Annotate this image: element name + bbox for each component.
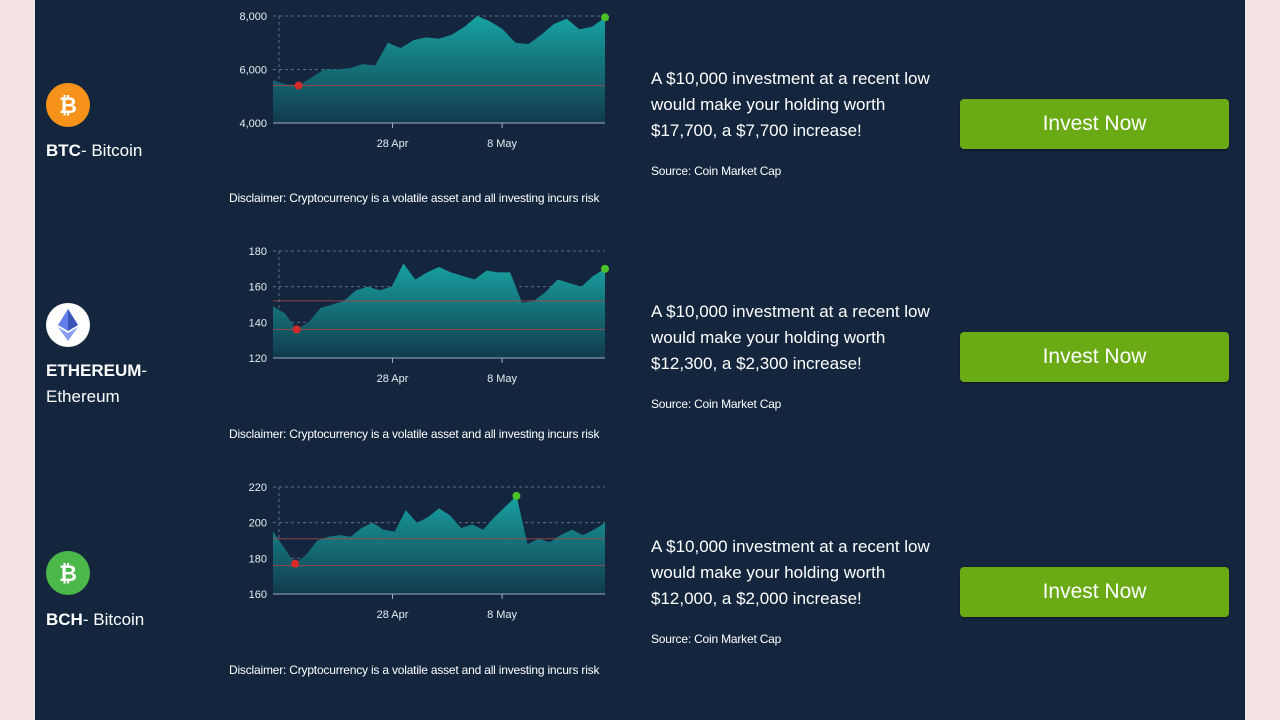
low-point-marker — [291, 559, 300, 568]
source-label: Source: Coin Market Cap — [651, 632, 782, 646]
high-point-marker — [601, 264, 609, 273]
y-tick-label: 180 — [249, 553, 267, 565]
disclaimer-text: Disclaimer: Cryptocurrency is a volatile… — [229, 663, 600, 677]
bitcoin-cash-logo-icon: ₿ — [46, 551, 90, 595]
price-chart-ethereum: 120 140 160 180 28 Apr 8 May — [249, 246, 609, 385]
invest-now-button[interactable]: Invest Now — [960, 332, 1229, 382]
svg-text:₿: ₿ — [59, 561, 77, 586]
high-point-marker — [512, 491, 521, 500]
coin-name: BTC- Bitcoin — [46, 138, 206, 164]
x-tick-label: 28 Apr — [377, 373, 409, 385]
disclaimer-text: Disclaimer: Cryptocurrency is a volatile… — [229, 191, 600, 205]
price-chart-btc: 4,000 6,000 8,000 28 Apr 8 May — [239, 11, 609, 150]
high-point-marker — [601, 13, 609, 22]
disclaimer-text: Disclaimer: Cryptocurrency is a volatile… — [229, 427, 600, 441]
investment-summary: A $10,000 investment at a recent low wou… — [651, 537, 930, 608]
price-area — [273, 495, 605, 594]
coin-symbol: BCH — [46, 610, 83, 629]
crypto-investment-panel: ₿ BTC- Bitcoin 4,000 6,000 8,000 28 Apr 8 Ma… — [35, 0, 1245, 720]
coin-full-name: - Bitcoin — [80, 141, 143, 160]
y-tick-label: 140 — [249, 317, 267, 329]
invest-now-button[interactable]: Invest Now — [960, 99, 1229, 149]
coin-symbol: ETHEREUM — [46, 361, 142, 380]
coin-name: BCH- Bitcoin — [46, 607, 206, 633]
low-point-marker — [294, 81, 303, 90]
price-area — [273, 263, 605, 358]
coin-symbol: BTC — [46, 141, 81, 160]
x-tick-label: 8 May — [487, 373, 517, 385]
coin-full-name: - Bitcoin — [82, 610, 145, 629]
x-tick-label: 28 Apr — [377, 609, 409, 621]
x-tick-label: 8 May — [487, 609, 517, 621]
x-tick-label: 8 May — [487, 138, 517, 150]
coin-name: ETHEREUM- Ethereum — [46, 358, 206, 410]
y-tick-label: 180 — [249, 246, 267, 258]
y-tick-label: 120 — [249, 353, 267, 365]
coin-full-name: - Ethereum — [46, 361, 148, 406]
svg-text:₿: ₿ — [59, 93, 77, 118]
y-tick-label: 4,000 — [239, 118, 267, 130]
y-tick-label: 200 — [249, 518, 267, 530]
investment-summary: A $10,000 investment at a recent low wou… — [651, 69, 930, 140]
y-tick-label: 160 — [249, 589, 267, 601]
investment-summary: A $10,000 investment at a recent low wou… — [651, 302, 930, 373]
ethereum-logo-icon — [46, 303, 90, 347]
x-tick-label: 28 Apr — [377, 138, 409, 150]
source-label: Source: Coin Market Cap — [651, 164, 782, 178]
invest-now-button[interactable]: Invest Now — [960, 567, 1229, 617]
low-point-marker — [292, 325, 301, 334]
price-chart-bch: 160 180 200 220 28 Apr 8 May — [249, 482, 605, 621]
y-tick-label: 220 — [249, 482, 267, 494]
y-tick-label: 160 — [249, 282, 267, 294]
y-tick-label: 6,000 — [239, 65, 267, 77]
price-area — [273, 16, 605, 123]
source-label: Source: Coin Market Cap — [651, 397, 782, 411]
y-tick-label: 8,000 — [239, 11, 267, 23]
bitcoin-logo-icon: ₿ — [46, 83, 90, 127]
